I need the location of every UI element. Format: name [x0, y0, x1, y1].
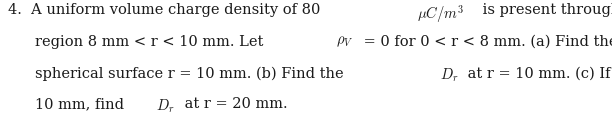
Text: $D_r$: $D_r$	[156, 97, 175, 114]
Text: at r = 20 mm.: at r = 20 mm.	[180, 97, 288, 111]
Text: is present throughout the: is present throughout the	[477, 3, 612, 17]
Text: at r = 10 mm. (c) If there is no charge for r >: at r = 10 mm. (c) If there is no charge …	[463, 66, 612, 80]
Text: 10 mm, find: 10 mm, find	[35, 97, 129, 111]
Text: $\rho_{V}$: $\rho_{V}$	[336, 34, 354, 49]
Text: $D_r$: $D_r$	[439, 66, 458, 83]
Text: spherical surface r = 10 mm. (b) Find the: spherical surface r = 10 mm. (b) Find th…	[35, 66, 349, 80]
Text: region 8 mm < r < 10 mm. Let: region 8 mm < r < 10 mm. Let	[35, 34, 269, 48]
Text: $\mu C/m^3$: $\mu C/m^3$	[417, 3, 464, 25]
Text: 4.  A uniform volume charge density of 80: 4. A uniform volume charge density of 80	[8, 3, 325, 17]
Text: = 0 for 0 < r < 8 mm. (a) Find the total charge inside the: = 0 for 0 < r < 8 mm. (a) Find the total…	[359, 34, 612, 49]
